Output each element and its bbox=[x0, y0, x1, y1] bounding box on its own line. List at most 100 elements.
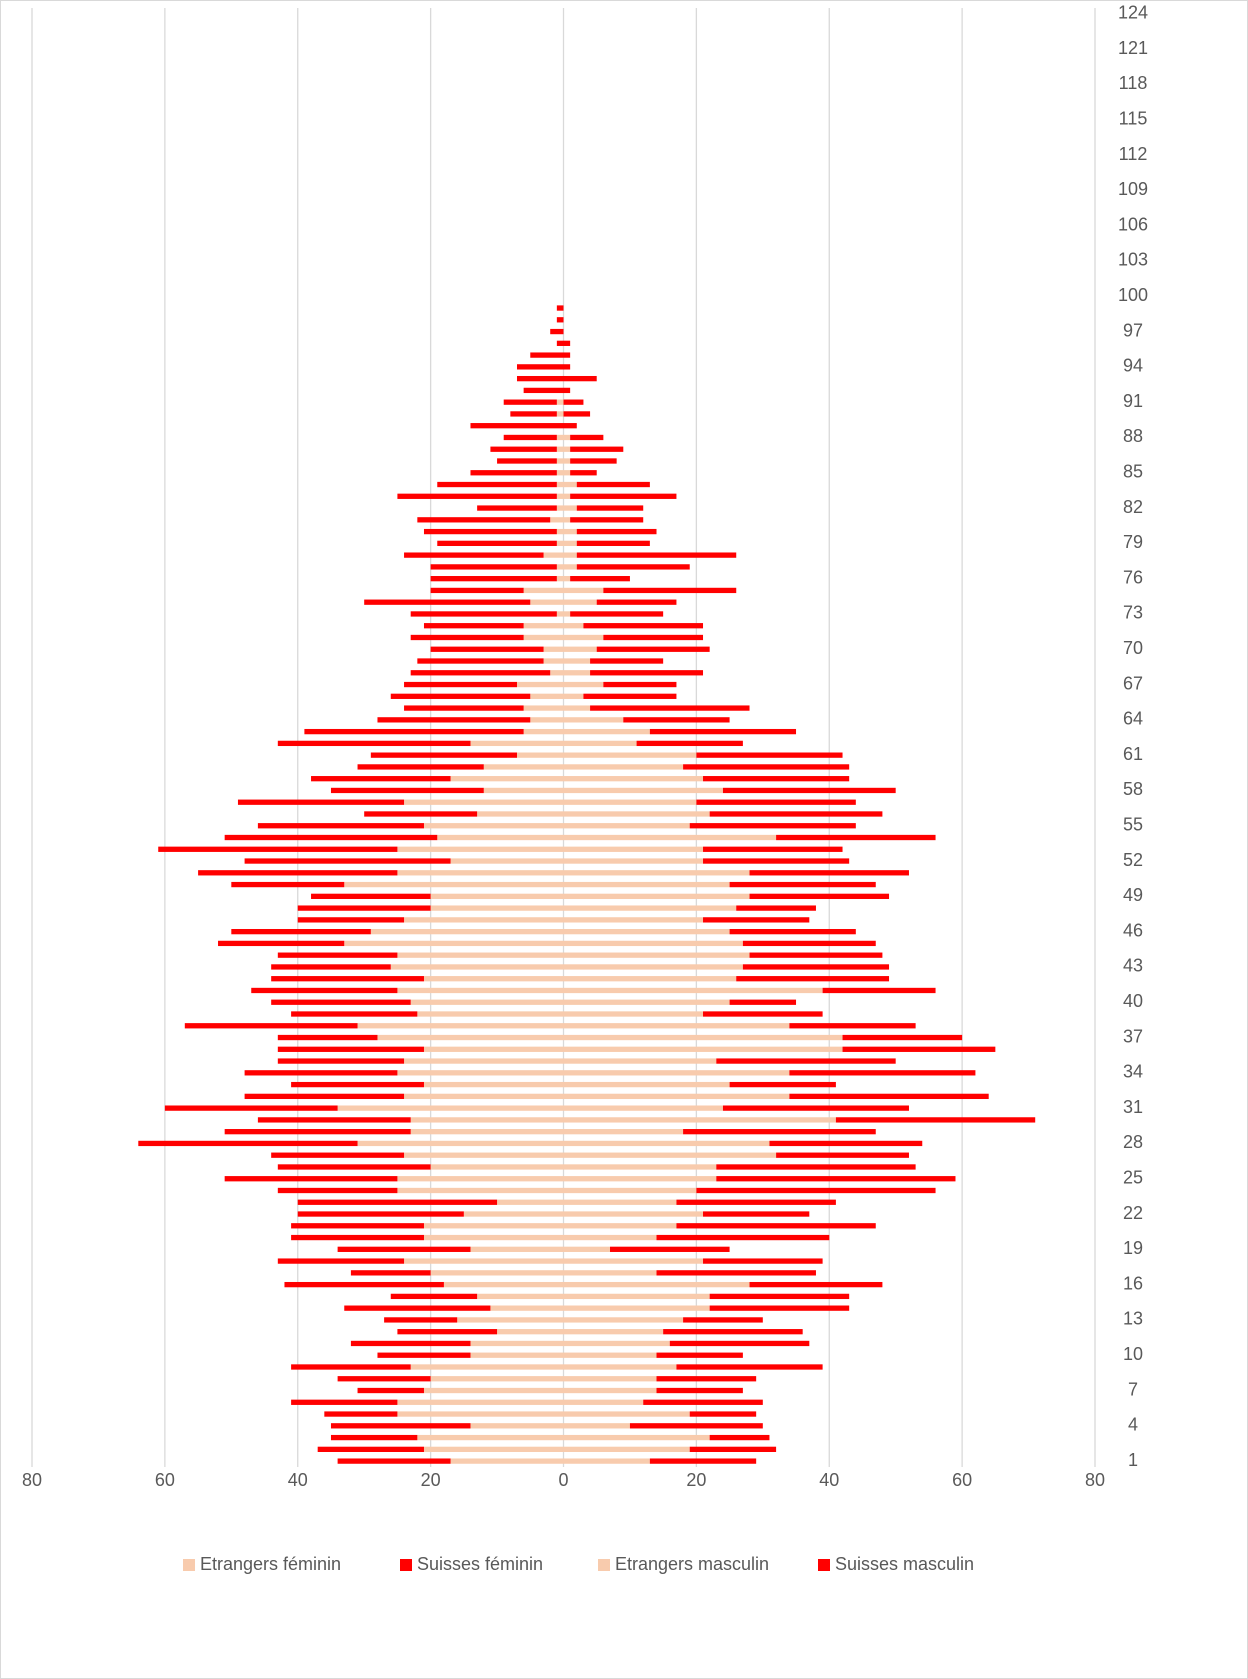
bar bbox=[224, 1176, 398, 1182]
bar bbox=[550, 517, 564, 523]
bar bbox=[450, 1458, 564, 1464]
bar bbox=[563, 870, 750, 876]
bar bbox=[603, 681, 677, 688]
bar bbox=[583, 693, 677, 699]
bar bbox=[337, 1376, 431, 1382]
bar bbox=[570, 458, 617, 464]
bar bbox=[603, 587, 737, 594]
bar bbox=[583, 623, 704, 629]
bar bbox=[563, 1246, 611, 1252]
bar bbox=[417, 1011, 564, 1017]
bar bbox=[530, 693, 564, 699]
bar bbox=[277, 1258, 405, 1264]
bar bbox=[404, 681, 517, 688]
bar bbox=[297, 917, 405, 923]
bar bbox=[676, 1364, 823, 1370]
bar bbox=[563, 387, 571, 394]
bar bbox=[397, 846, 564, 852]
bar bbox=[563, 658, 591, 664]
bar bbox=[563, 1458, 650, 1464]
bar bbox=[596, 646, 710, 652]
y-tick-label: 97 bbox=[1123, 320, 1143, 340]
bar bbox=[503, 399, 557, 405]
legend-label: Etrangers masculin bbox=[615, 1554, 769, 1574]
bar bbox=[397, 987, 564, 994]
bar bbox=[563, 823, 690, 829]
bar bbox=[749, 952, 883, 958]
bar bbox=[523, 634, 564, 641]
bar bbox=[776, 834, 936, 841]
bar bbox=[337, 1246, 471, 1252]
bar bbox=[516, 752, 564, 758]
bar bbox=[683, 1317, 763, 1323]
bar bbox=[523, 705, 564, 711]
bar bbox=[423, 1223, 564, 1229]
bar bbox=[563, 1093, 790, 1100]
bar bbox=[776, 1152, 909, 1158]
bar bbox=[789, 1070, 976, 1076]
bar bbox=[570, 576, 630, 582]
legend-swatch bbox=[400, 1559, 412, 1571]
bar bbox=[450, 776, 564, 782]
bar bbox=[729, 1081, 836, 1088]
bar bbox=[370, 752, 517, 758]
y-tick-label: 64 bbox=[1123, 709, 1143, 729]
bar bbox=[377, 1034, 564, 1041]
bar bbox=[503, 434, 557, 441]
bar bbox=[370, 928, 564, 935]
bar bbox=[297, 1199, 498, 1205]
bar bbox=[596, 599, 677, 605]
bar bbox=[563, 670, 591, 676]
bar bbox=[404, 705, 524, 711]
bar bbox=[563, 364, 571, 370]
bar bbox=[423, 1387, 564, 1394]
bar bbox=[563, 1234, 657, 1241]
bar bbox=[563, 976, 737, 982]
bar bbox=[576, 540, 650, 547]
bar bbox=[742, 940, 876, 947]
bar bbox=[344, 1305, 491, 1311]
bar bbox=[563, 1305, 710, 1311]
bar bbox=[556, 540, 564, 547]
bar bbox=[384, 1317, 458, 1323]
bar bbox=[550, 328, 564, 335]
bar bbox=[470, 740, 564, 747]
x-tick-label: 20 bbox=[686, 1470, 706, 1490]
bar bbox=[736, 905, 816, 911]
y-tick-label: 76 bbox=[1123, 567, 1143, 587]
bar bbox=[563, 987, 823, 994]
bar bbox=[410, 1117, 564, 1123]
bar bbox=[656, 1270, 816, 1276]
bar bbox=[430, 905, 564, 911]
bar bbox=[563, 1023, 790, 1029]
bar bbox=[257, 1117, 411, 1123]
bar bbox=[563, 1387, 657, 1394]
bar bbox=[563, 564, 577, 570]
bar bbox=[643, 1399, 763, 1405]
legend-label: Suisses masculin bbox=[835, 1554, 974, 1574]
bar bbox=[410, 1364, 564, 1370]
bar bbox=[822, 987, 936, 994]
bar bbox=[563, 893, 750, 899]
bar bbox=[563, 1293, 710, 1300]
bar bbox=[563, 752, 697, 758]
bar bbox=[563, 1258, 704, 1264]
bar bbox=[656, 1387, 743, 1394]
bar bbox=[138, 1140, 358, 1147]
bar bbox=[563, 846, 704, 852]
bar bbox=[742, 964, 890, 970]
bar bbox=[404, 917, 564, 923]
bar bbox=[590, 705, 750, 711]
y-tick-label: 61 bbox=[1123, 744, 1143, 764]
bar bbox=[563, 1187, 697, 1194]
y-tick-label: 28 bbox=[1123, 1132, 1143, 1152]
bar bbox=[703, 776, 850, 782]
y-tick-label: 46 bbox=[1123, 920, 1143, 940]
bar bbox=[563, 1411, 690, 1417]
bar bbox=[563, 705, 591, 711]
bar bbox=[244, 1093, 405, 1100]
bar bbox=[563, 964, 743, 970]
bar bbox=[570, 493, 677, 499]
bar bbox=[291, 1364, 411, 1370]
bar bbox=[729, 881, 876, 888]
